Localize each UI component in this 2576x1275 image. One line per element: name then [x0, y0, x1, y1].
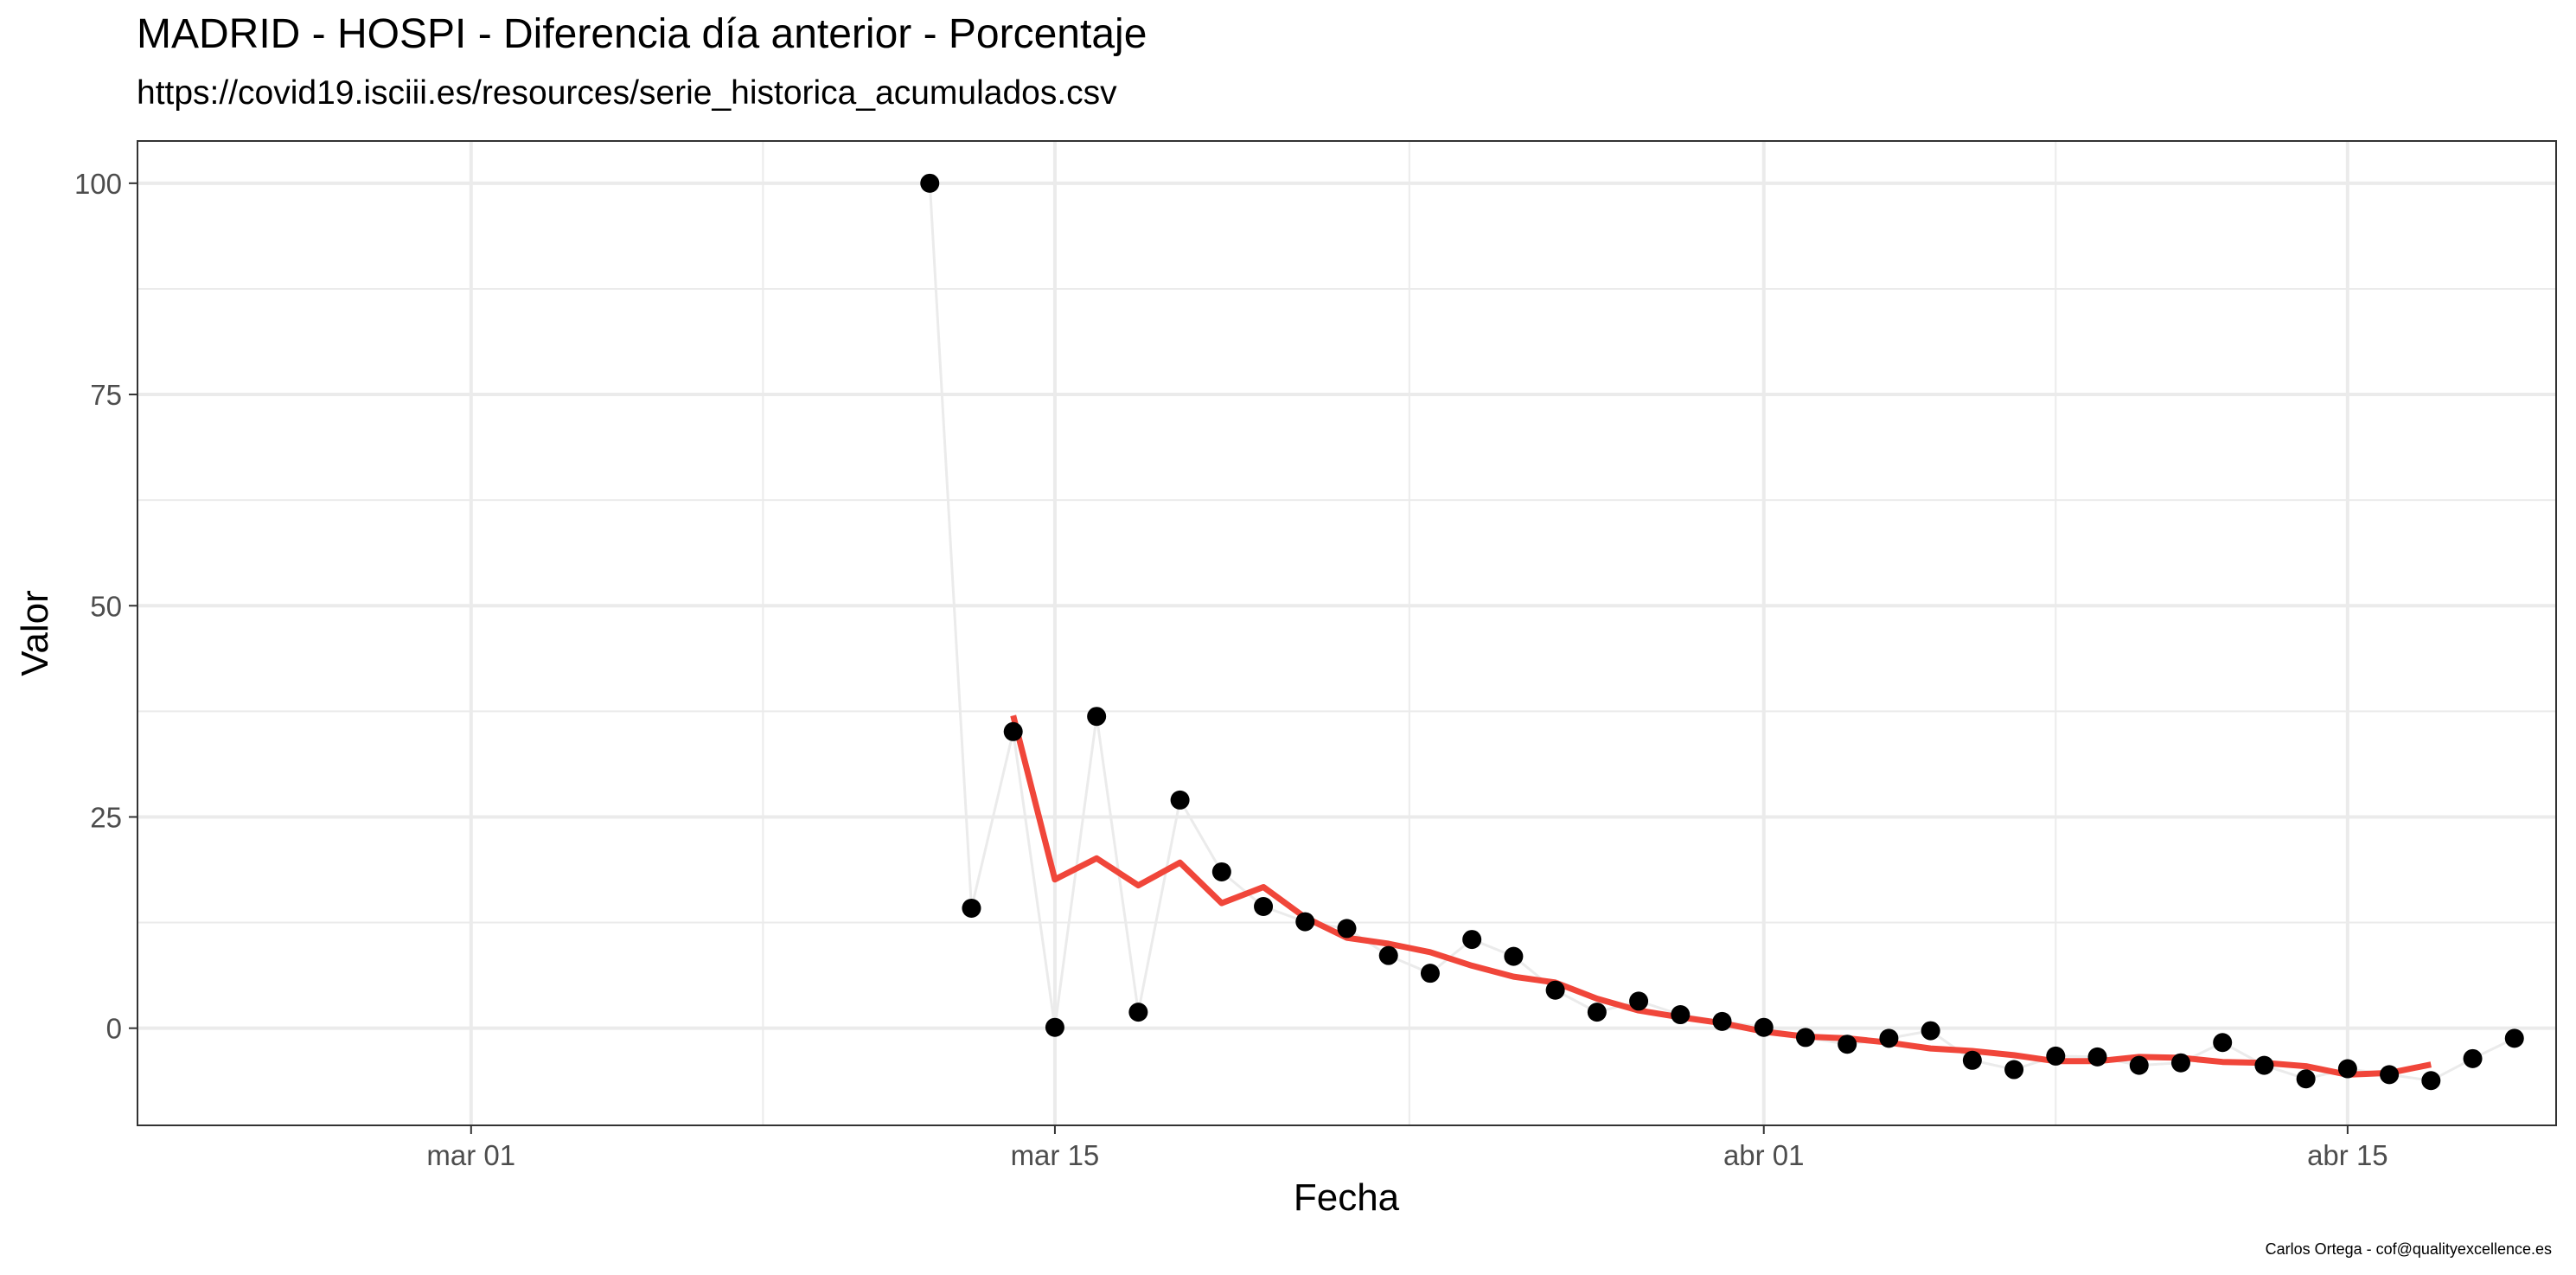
data-point [2380, 1065, 2400, 1085]
data-point [2046, 1046, 2066, 1066]
data-point [1211, 862, 1231, 881]
data-point [2087, 1047, 2107, 1067]
data-point [2421, 1071, 2441, 1091]
x-tick-label: mar 01 [426, 1139, 515, 1171]
y-tick-label: 100 [74, 168, 122, 200]
data-point [1295, 912, 1315, 932]
data-point [1587, 1003, 1607, 1022]
x-tick-label: abr 01 [1723, 1139, 1805, 1171]
data-point [1712, 1011, 1732, 1031]
y-tick-label: 0 [106, 1013, 122, 1045]
grid-minor [137, 141, 2556, 1125]
data-point [2170, 1053, 2190, 1073]
data-point [1378, 945, 1398, 965]
chart-title: MADRID - HOSPI - Diferencia día anterior… [137, 11, 1147, 57]
data-point [2296, 1069, 2316, 1089]
x-tick-label: abr 15 [2307, 1139, 2388, 1171]
y-axis: 0 25 50 75 100 [74, 168, 137, 1045]
data-point [1795, 1028, 1815, 1048]
data-point [1504, 946, 1524, 966]
y-tick-label: 75 [90, 379, 122, 411]
data-point [2463, 1048, 2483, 1068]
chart-caption: Carlos Ortega - cof@qualityexcellence.es [2265, 1240, 2552, 1258]
x-axis: mar 01 mar 15 abr 01 abr 15 [426, 1125, 2388, 1171]
data-point [1879, 1028, 1899, 1048]
data-point [2004, 1060, 2024, 1080]
data-point [1128, 1003, 1148, 1022]
data-point [1170, 790, 1190, 810]
data-point [1629, 991, 1649, 1011]
data-point [1838, 1035, 1857, 1054]
data-point [1671, 1005, 1691, 1025]
chart-subtitle: https://covid19.isciii.es/resources/seri… [137, 74, 1117, 112]
data-point [1420, 964, 1440, 983]
x-axis-title: Fecha [1294, 1176, 1400, 1219]
plot-border [137, 140, 2557, 1126]
data-point [2254, 1055, 2274, 1075]
data-point [920, 173, 940, 193]
data-point [2504, 1028, 2524, 1048]
data-point [1754, 1017, 1774, 1037]
data-point [1087, 707, 1107, 727]
data-point [2213, 1033, 2233, 1053]
data-point [1962, 1050, 1982, 1070]
y-tick-label: 50 [90, 590, 122, 622]
data-point [1337, 919, 1357, 939]
data-point [2129, 1055, 2149, 1075]
x-tick-label: mar 15 [1011, 1139, 1100, 1171]
data-point [2337, 1059, 2357, 1079]
data-point [1462, 930, 1482, 950]
data-point [1545, 980, 1565, 1000]
series-daily-points [920, 173, 2524, 1091]
y-tick-label: 25 [90, 801, 122, 833]
data-point [1003, 721, 1023, 741]
data-point [1254, 897, 1274, 917]
data-point [1921, 1021, 1940, 1041]
data-point [1045, 1017, 1064, 1037]
y-axis-title: Valor [14, 590, 56, 676]
grid-major [137, 141, 2556, 1125]
data-point [962, 898, 981, 918]
plot-panel [137, 141, 2556, 1125]
